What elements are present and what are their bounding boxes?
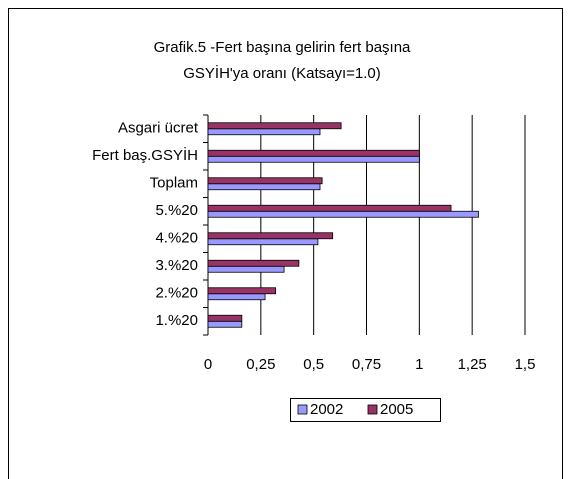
bar	[207, 177, 323, 185]
x-tick-label: 0	[204, 356, 212, 373]
chart-title: Grafik.5 -Fert başına gelirin fert başın…	[154, 39, 411, 56]
legend-box	[290, 398, 441, 422]
y-tick-label: Fert baş.GSYİH	[92, 146, 198, 164]
legend-swatch	[297, 404, 308, 415]
y-tick-label: Toplam	[150, 175, 198, 192]
bar	[207, 238, 319, 246]
legend-label: 2005	[380, 401, 413, 418]
y-tick-label: 5.%20	[155, 202, 198, 219]
bar	[207, 314, 243, 322]
bar	[207, 204, 452, 212]
x-tick-label: 0,5	[303, 356, 324, 373]
x-tick-label: 1	[415, 356, 423, 373]
x-tick-label: 1,25	[458, 356, 487, 373]
y-tick-label: 4.%20	[155, 230, 198, 247]
bar	[207, 183, 321, 191]
x-tick-label: 1,5	[515, 356, 536, 373]
bar	[207, 122, 342, 130]
bar	[207, 320, 243, 328]
bar	[207, 232, 334, 240]
x-tick-label: 0,75	[352, 356, 381, 373]
x-tick-label: 0,25	[246, 356, 275, 373]
bar	[207, 259, 300, 267]
chart-subtitle: GSYİH'ya oranı (Katsayı=1.0)	[183, 64, 381, 82]
bar	[207, 128, 321, 136]
bar	[207, 293, 266, 301]
y-tick-label: 1.%20	[155, 312, 198, 329]
y-tick-label: 2.%20	[155, 285, 198, 302]
legend-swatch	[367, 404, 378, 415]
bar	[207, 210, 479, 218]
bar	[207, 149, 420, 157]
legend-label: 2002	[310, 401, 343, 418]
bar	[207, 287, 277, 295]
bar	[207, 265, 285, 273]
chart-border	[8, 8, 563, 479]
y-tick-label: 3.%20	[155, 257, 198, 274]
bar	[207, 155, 420, 163]
y-tick-label: Asgari ücret	[118, 120, 199, 137]
